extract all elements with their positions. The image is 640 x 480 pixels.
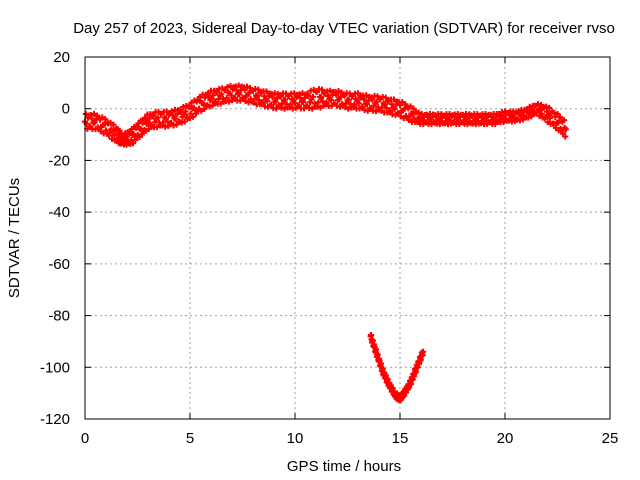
x-tick-label: 20 (497, 430, 514, 447)
x-tick-label: 25 (602, 430, 619, 447)
plot-frame (84, 56, 611, 420)
y-tick-label: -120 (40, 411, 70, 428)
series (82, 82, 569, 148)
y-tick-label: -80 (48, 308, 70, 325)
x-axis-label: GPS time / hours (287, 458, 401, 475)
tick-labels: 0 5 10 15 20 25 -120 -100 -80 -60 -40 -20 0 20 (40, 49, 618, 447)
chart-title: Day 257 of 2023, Sidereal Day-to-day VTE… (73, 20, 615, 37)
x-tick-label: 5 (186, 430, 194, 447)
y-axis-label: SDTVAR / TECUs (6, 178, 23, 298)
y-tick-label: -100 (40, 359, 70, 376)
x-tick-label: 10 (287, 430, 304, 447)
y-tick-label: 0 (62, 101, 70, 118)
data-layer (82, 82, 569, 404)
y-tick-label: -20 (48, 152, 70, 169)
x-tick-label: 0 (81, 430, 89, 447)
ticks (84, 56, 611, 420)
x-tick-label: 15 (392, 430, 409, 447)
y-tick-label: -60 (48, 256, 70, 273)
y-tick-label: -40 (48, 204, 70, 221)
y-tick-label: 20 (53, 49, 70, 66)
series (367, 331, 427, 404)
